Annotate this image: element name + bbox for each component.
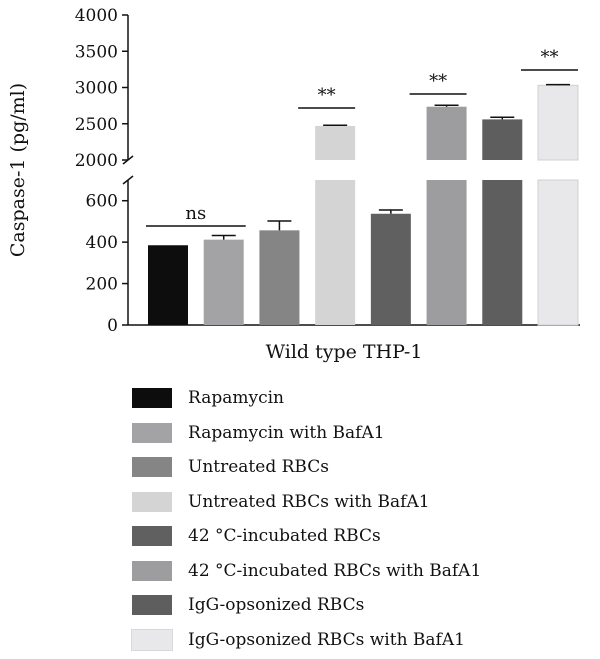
x-axis-label: Wild type THP-1 <box>266 341 423 363</box>
legend-item: Untreated RBCs with BafA1 <box>132 485 592 520</box>
bar-upper-segment <box>482 119 523 160</box>
significance-annotations: ns ** ** ** <box>146 47 578 227</box>
bar-lower-segment <box>537 179 579 326</box>
legend-label: Rapamycin <box>188 388 284 409</box>
bar <box>370 213 411 325</box>
legend-item: Untreated RBCs <box>132 450 592 485</box>
legend-swatch <box>131 628 173 651</box>
bars <box>148 83 579 326</box>
legend: Rapamycin Rapamycin with BafA1 Untreated R… <box>131 381 592 658</box>
legend-label: Untreated RBCs with BafA1 <box>188 491 430 512</box>
legend-swatch <box>132 526 172 547</box>
legend-label: Rapamycin with BafA1 <box>188 422 385 443</box>
significance-label: ** <box>541 47 559 68</box>
y-tick-label: 2000 <box>75 151 118 171</box>
legend-item: 42 °C-incubated RBCs with BafA1 <box>132 554 592 589</box>
legend-swatch <box>132 491 172 512</box>
axis-break-mark <box>122 175 134 185</box>
significance-label: ** <box>429 71 447 92</box>
legend-item: 42 °C-incubated RBCs <box>132 519 592 554</box>
bar-lower-segment <box>426 180 467 325</box>
legend-label: IgG-opsonized RBCs <box>188 595 365 616</box>
legend-item: Rapamycin with BafA1 <box>132 416 592 451</box>
y-tick-label: 0 <box>107 316 118 336</box>
legend-item: Rapamycin <box>132 381 592 416</box>
significance-label: ** <box>318 85 336 106</box>
legend-swatch <box>132 457 172 478</box>
y-axis: 0 200 400 600 2000 2500 3000 3500 4000 <box>75 6 580 336</box>
y-tick-label: 400 <box>86 233 118 253</box>
legend-swatch <box>132 422 172 443</box>
y-tick-label: 200 <box>86 275 118 295</box>
legend-label: 42 °C-incubated RBCs with BafA1 <box>188 560 482 581</box>
y-tick-label: 600 <box>86 192 118 212</box>
bar <box>259 230 300 325</box>
y-tick-label: 4000 <box>75 6 118 26</box>
legend-item: IgG-opsonized RBCs <box>132 588 592 623</box>
legend-swatch <box>132 560 172 581</box>
bar-upper-segment <box>426 106 467 160</box>
legend-swatch <box>132 595 172 616</box>
bar-lower-segment <box>482 180 523 325</box>
y-axis-label: Caspase-1 (pg/ml) <box>7 83 29 257</box>
legend-item: IgG-opsonized RBCs with BafA1 <box>131 623 592 658</box>
bar-upper-segment <box>537 84 579 161</box>
legend-label: 42 °C-incubated RBCs <box>188 526 381 547</box>
y-tick-label: 3000 <box>75 79 118 99</box>
significance-label: ns <box>185 203 206 224</box>
bar <box>203 239 244 325</box>
bar-lower-segment <box>315 180 356 325</box>
bar-upper-segment <box>315 125 356 160</box>
bar <box>148 245 188 325</box>
legend-label: Untreated RBCs <box>188 457 329 478</box>
legend-swatch <box>132 388 172 409</box>
y-tick-label: 3500 <box>75 42 118 62</box>
y-tick-label: 2500 <box>75 115 118 135</box>
legend-label: IgG-opsonized RBCs with BafA1 <box>188 629 465 650</box>
